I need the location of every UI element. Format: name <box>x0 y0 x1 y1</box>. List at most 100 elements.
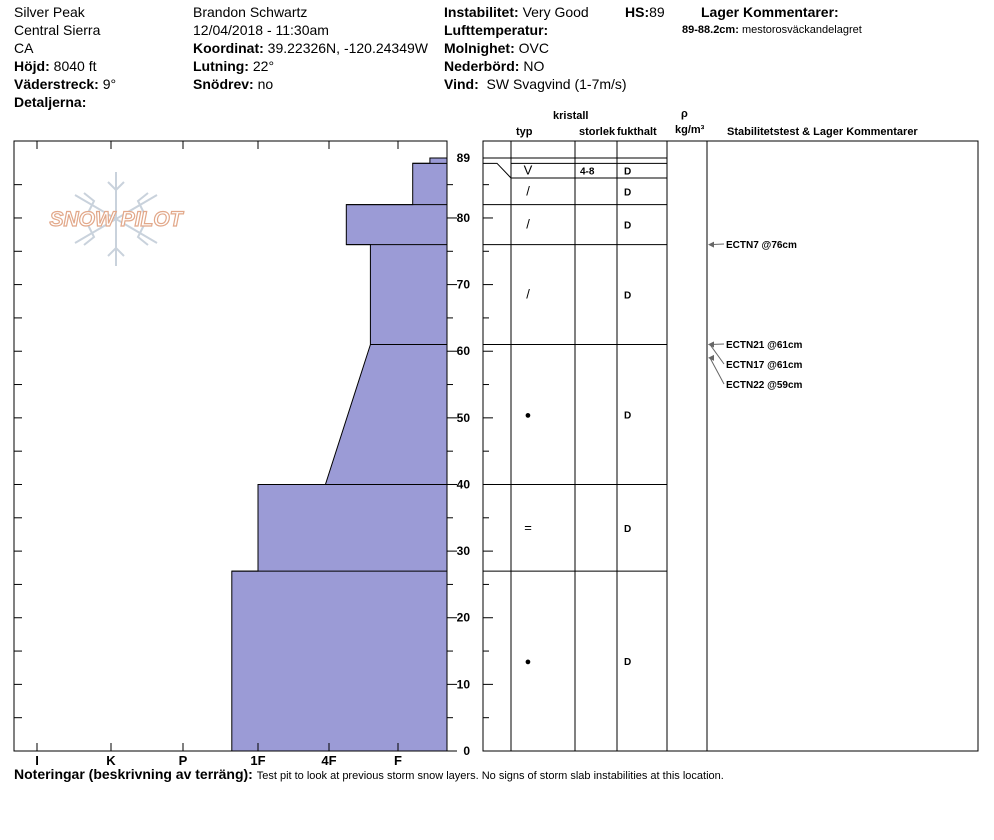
wind-row: Vind: SW Svagvind (1-7m/s) <box>444 76 627 93</box>
drift-value: no <box>257 76 274 92</box>
slope-value: 22° <box>252 58 275 74</box>
hardness-tick-label: P <box>179 753 188 768</box>
state-name: CA <box>14 40 34 56</box>
hardness-frame <box>13 140 448 752</box>
hardness-profile-area <box>231 157 448 752</box>
layer-table: V 4-8 D / D / D / D ● D = D ● D ECTN7 @76cm ECTN21 @61c… <box>482 140 979 752</box>
type-header: typ <box>516 126 533 138</box>
airtemp-label: Lufttemperatur: <box>444 22 549 38</box>
layer-comments-title: Lager Kommentarer: <box>701 4 839 20</box>
test-arrow-head <box>708 341 714 348</box>
precip-value: NO <box>523 58 545 74</box>
moisture-value: D <box>624 187 631 198</box>
height-axis-label: 40 <box>457 477 471 491</box>
logo-text: SNOW PILOT <box>50 208 185 231</box>
stability-value: Very Good <box>522 4 589 20</box>
sky-label: Molnighet: <box>444 40 515 56</box>
moisture-value: D <box>624 657 631 668</box>
hs-value: 89 <box>649 4 665 20</box>
height-axis-label: 70 <box>457 278 471 292</box>
moisture-value: D <box>624 167 631 178</box>
stability-test-label: ECTN21 @61cm <box>726 340 803 351</box>
sky-row: Molnighet: OVC <box>444 40 549 57</box>
moisture-value: D <box>624 291 631 302</box>
layer-comment-text: mestorosväckandelagret <box>741 24 862 36</box>
stability-test-label: ECTN22 @59cm <box>726 380 803 391</box>
snowpilot-logo: SNOW PILOT <box>49 172 185 266</box>
crystal-type-symbol: / <box>526 287 530 302</box>
wind-value: SW Svagvind (1-7m/s) <box>486 76 627 92</box>
wind-label: Vind: <box>444 76 479 92</box>
crystal-type-symbol: V <box>524 163 533 178</box>
layer-comment-range: 89-88.2cm: <box>682 24 739 36</box>
elevation-label: Höjd: <box>14 58 50 74</box>
precip-row: Nederbörd: NO <box>444 58 544 75</box>
coord-row: Koordinat: 39.22326N, -120.24349W <box>193 40 428 57</box>
height-axis-label: 10 <box>457 677 471 691</box>
hardness-tick-label: K <box>106 753 116 768</box>
height-axis-label: 89 <box>457 151 471 165</box>
stability-header: Stabilitetstest & Lager Kommentarer <box>727 126 918 138</box>
drift-row: Snödrev: no <box>193 76 273 93</box>
details-label: Detaljerna: <box>14 94 87 110</box>
height-axis-label: 20 <box>457 611 471 625</box>
notes-label: Noteringar (beskrivning av terräng): <box>14 766 253 782</box>
snowflake-icon <box>74 172 158 266</box>
notes-text: Test pit to look at previous storm snow … <box>256 770 724 782</box>
crystal-type-symbol: / <box>526 183 530 198</box>
layer-comment-row: 89-88.2cm: mestorosväckandelagret <box>682 24 862 37</box>
layer-connector <box>483 162 512 179</box>
coord-value: 39.22326N, -120.24349W <box>267 40 428 56</box>
notes-row: Noteringar (beskrivning av terräng): Tes… <box>14 766 724 783</box>
range-name: Central Sierra <box>14 22 101 38</box>
stability-test-label: ECTN17 @61cm <box>726 360 803 371</box>
aspect-value: 9° <box>102 76 117 92</box>
moisture-value: D <box>624 221 631 232</box>
hs-row: HS:89 <box>625 4 665 21</box>
drift-label: Snödrev: <box>193 76 254 92</box>
rho-header: ρ <box>681 108 688 120</box>
observation-datetime: 12/04/2018 - 11:30am <box>193 22 329 38</box>
test-arrow-head <box>708 241 714 248</box>
hardness-tick-label: 4F <box>321 753 336 768</box>
crystal-size-value: 4-8 <box>580 167 595 178</box>
moisture-header: fukthalt <box>617 126 657 138</box>
moisture-value: D <box>624 411 631 422</box>
crystal-header: kristall <box>553 110 589 122</box>
table-frame <box>482 140 979 752</box>
hardness-tick-label: 1F <box>250 753 265 768</box>
height-axis-label: 30 <box>457 544 471 558</box>
sky-value: OVC <box>518 40 549 56</box>
stability-test-label: ECTN7 @76cm <box>726 240 797 251</box>
elevation-value: 8040 ft <box>53 58 97 74</box>
hardness-tick-label: F <box>394 753 402 768</box>
hardness-tick-label: I <box>35 753 39 768</box>
size-header: storlek <box>579 126 616 138</box>
test-arrow-line <box>709 344 725 365</box>
coord-label: Koordinat: <box>193 40 264 56</box>
slope-row: Lutning: 22° <box>193 58 274 75</box>
aspect-row: Väderstreck: 9° <box>14 76 116 93</box>
stability-label: Instabilitet: <box>444 4 519 20</box>
location-name: Silver Peak <box>14 4 85 20</box>
height-axis-label: 80 <box>457 211 471 225</box>
density-unit-header: kg/m³ <box>675 124 705 136</box>
elevation-row: Höjd: 8040 ft <box>14 58 96 75</box>
crystal-type-symbol: = <box>524 520 532 535</box>
slope-label: Lutning: <box>193 58 249 74</box>
hs-label: HS: <box>625 4 650 20</box>
height-axis-label: 50 <box>457 411 471 425</box>
height-axis-label: 60 <box>457 344 471 358</box>
height-axis-label: 0 <box>463 744 470 758</box>
aspect-label: Väderstreck: <box>14 76 99 92</box>
precip-label: Nederbörd: <box>444 58 520 74</box>
test-arrow-line <box>709 357 725 385</box>
crystal-type-symbol: / <box>526 217 530 232</box>
crystal-type-symbol: ● <box>525 410 532 422</box>
moisture-value: D <box>624 524 631 535</box>
observer-name: Brandon Schwartz <box>193 4 308 20</box>
crystal-type-symbol: ● <box>525 656 532 668</box>
test-arrow-head <box>708 354 714 361</box>
stability-row: Instabilitet: Very Good <box>444 4 589 21</box>
